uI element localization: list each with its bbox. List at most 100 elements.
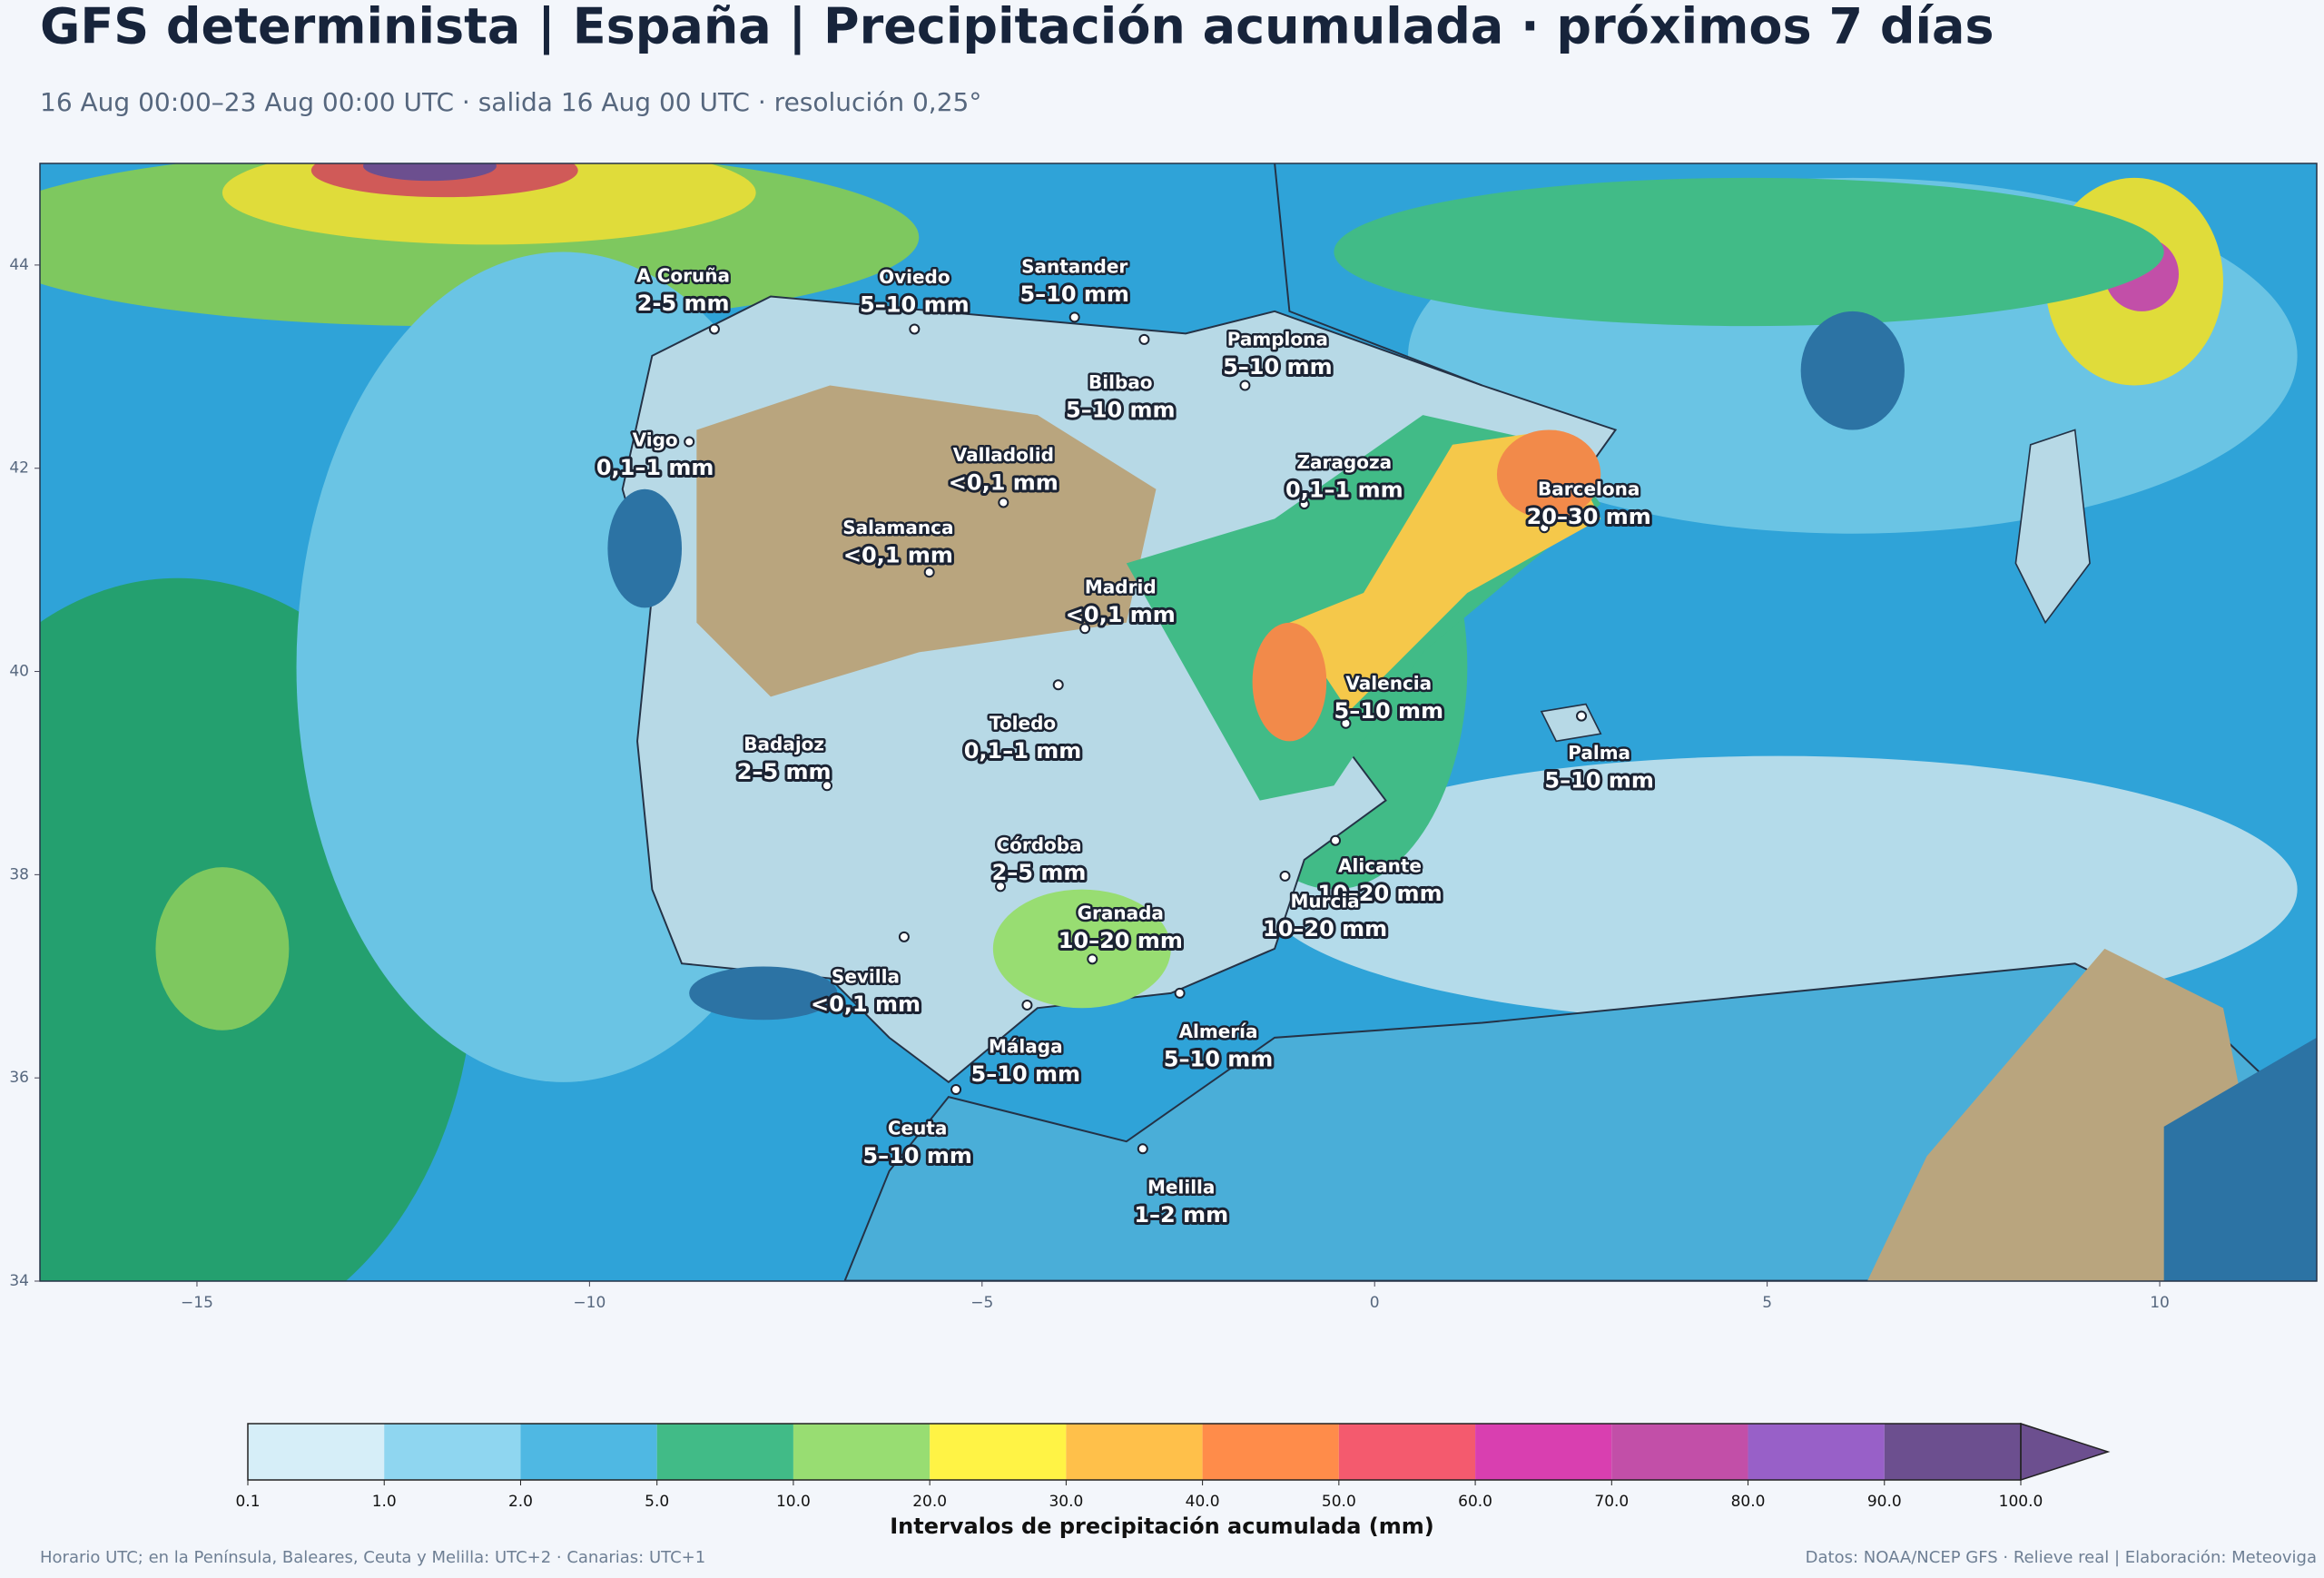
title: GFS determinista | España | Precipitació… [40,0,1994,55]
colorbar-bin [1884,1424,2021,1480]
city-name: Pamplona [1227,329,1328,350]
colorbar-tick-label: 60.0 [1458,1493,1492,1511]
colorbar-frame [247,1423,2022,1481]
city-marker [1137,1143,1148,1155]
city-name: Santander [1021,256,1128,278]
city-name: Melilla [1147,1177,1215,1198]
city-name: A Coruña [636,265,730,287]
city-name: Almería [1179,1021,1258,1042]
precip-field [40,163,2317,1281]
city-name: Málaga [989,1035,1063,1057]
city-marker [1279,870,1291,882]
city-value: 5–10 mm [862,1143,971,1169]
city-marker [1298,498,1310,510]
colorbar-tick-label: 1.0 [372,1493,397,1511]
colorbar-tick-label: 0.1 [235,1493,260,1511]
footer-right: Datos: NOAA/NCEP GFS · Relieve real | El… [1806,1548,2317,1567]
city-value: 20–30 mm [1527,504,1651,529]
city-value: 5–10 mm [860,292,969,318]
city-name: Barcelona [1538,478,1640,500]
y-tick-label: 36 [9,1069,29,1087]
y-tick-label: 40 [9,663,29,681]
city-value: 2–5 mm [992,860,1087,885]
city-marker [1239,380,1251,391]
colorbar-tick-label: 20.0 [912,1493,947,1511]
city-value: 5–10 mm [1164,1047,1273,1072]
colorbar-bin [248,1424,385,1480]
city-marker [1340,717,1352,729]
city-marker [684,436,695,448]
city-name: Córdoba [996,833,1081,855]
city-marker [898,931,910,942]
city-value: 0,1–1 mm [964,738,1082,764]
city-marker [950,1084,962,1095]
x-tick-label: −15 [181,1294,213,1312]
city-layer: A Coruña 2-5 mm Oviedo 5–10 mm Santander 5–10… [594,253,1657,1230]
city-marker [1079,623,1091,635]
axes: −15 −10 −5 0 5 10 34 36 38 40 42 44 [9,256,2169,1312]
city-value: 10–20 mm [1317,881,1442,906]
colorbar-bin [1202,1424,1339,1480]
colorbar-bin [384,1424,521,1480]
colorbar-bin [930,1424,1067,1480]
city-value: 5–10 mm [1544,768,1653,794]
city-value: 5–10 mm [971,1061,1080,1087]
city-name: Vigo [633,429,678,451]
x-tick-label: −5 [970,1294,993,1312]
y-tick-label: 38 [9,865,29,883]
colorbar-tick-label: 80.0 [1731,1493,1766,1511]
colorbar-tick-label: 10.0 [776,1493,811,1511]
city-value: 5–10 mm [1334,698,1443,724]
city-name: Ceuta [888,1117,948,1139]
city-name: Salamanca [842,517,953,538]
colorbar: 0.1 1.0 2.0 5.0 10.0 20.0 30.0 40.0 50.0 60.0 70.0… [235,1422,2111,1511]
city-marker [923,567,935,578]
city-value: <0,1 mm [811,991,921,1017]
city-value: <0,1 mm [949,470,1059,496]
city-name: Sevilla [832,966,900,988]
city-value: 10–20 mm [1059,928,1183,953]
colorbar-tick-label: 70.0 [1594,1493,1629,1511]
y-tick-label: 44 [9,256,29,274]
city-name: Bilbao [1088,371,1153,393]
city-value: 2–5 mm [737,759,832,784]
city-name: Toledo [990,713,1056,735]
colorbar-bin [520,1424,657,1480]
city-marker [995,881,1007,893]
y-tick-label: 34 [9,1272,29,1290]
colorbar-tick-label: 100.0 [1999,1493,2043,1511]
city-marker [998,497,1009,508]
map-frame [39,163,2318,1282]
city-marker [1068,311,1080,323]
city-marker [708,323,720,335]
city-marker [822,780,833,792]
city-name: Zaragoza [1297,451,1393,473]
colorbar-bin [1338,1424,1476,1480]
city-marker [1539,522,1551,534]
colorbar-extend [2020,1422,2111,1482]
colorbar-tick-label: 2.0 [508,1493,533,1511]
city-marker [1576,710,1588,722]
city-value: 2-5 mm [637,291,730,316]
y-tick-label: 42 [9,459,29,478]
city-name: Valencia [1345,672,1432,694]
city-name: Alicante [1338,854,1422,876]
city-marker [909,323,921,335]
colorbar-bin [793,1424,931,1480]
city-value: <0,1 mm [1066,602,1176,627]
city-name: Badajoz [743,733,824,754]
colorbar-tick-label: 90.0 [1867,1493,1902,1511]
x-tick-label: 10 [2150,1294,2170,1312]
city-value: 5–10 mm [1019,281,1128,307]
city-name: Granada [1078,902,1164,924]
city-value: 5–10 mm [1223,354,1332,380]
city-value: <0,1 mm [843,543,953,568]
colorbar-tick-label: 40.0 [1186,1493,1220,1511]
x-tick-label: 0 [1370,1294,1380,1312]
city-name: Madrid [1085,576,1157,597]
colorbar-title: Intervalos de precipitación acumulada (m… [890,1514,1434,1539]
city-marker [1138,333,1150,345]
map: A Coruña 2-5 mm Oviedo 5–10 mm Santander 5–10… [40,163,2317,1281]
